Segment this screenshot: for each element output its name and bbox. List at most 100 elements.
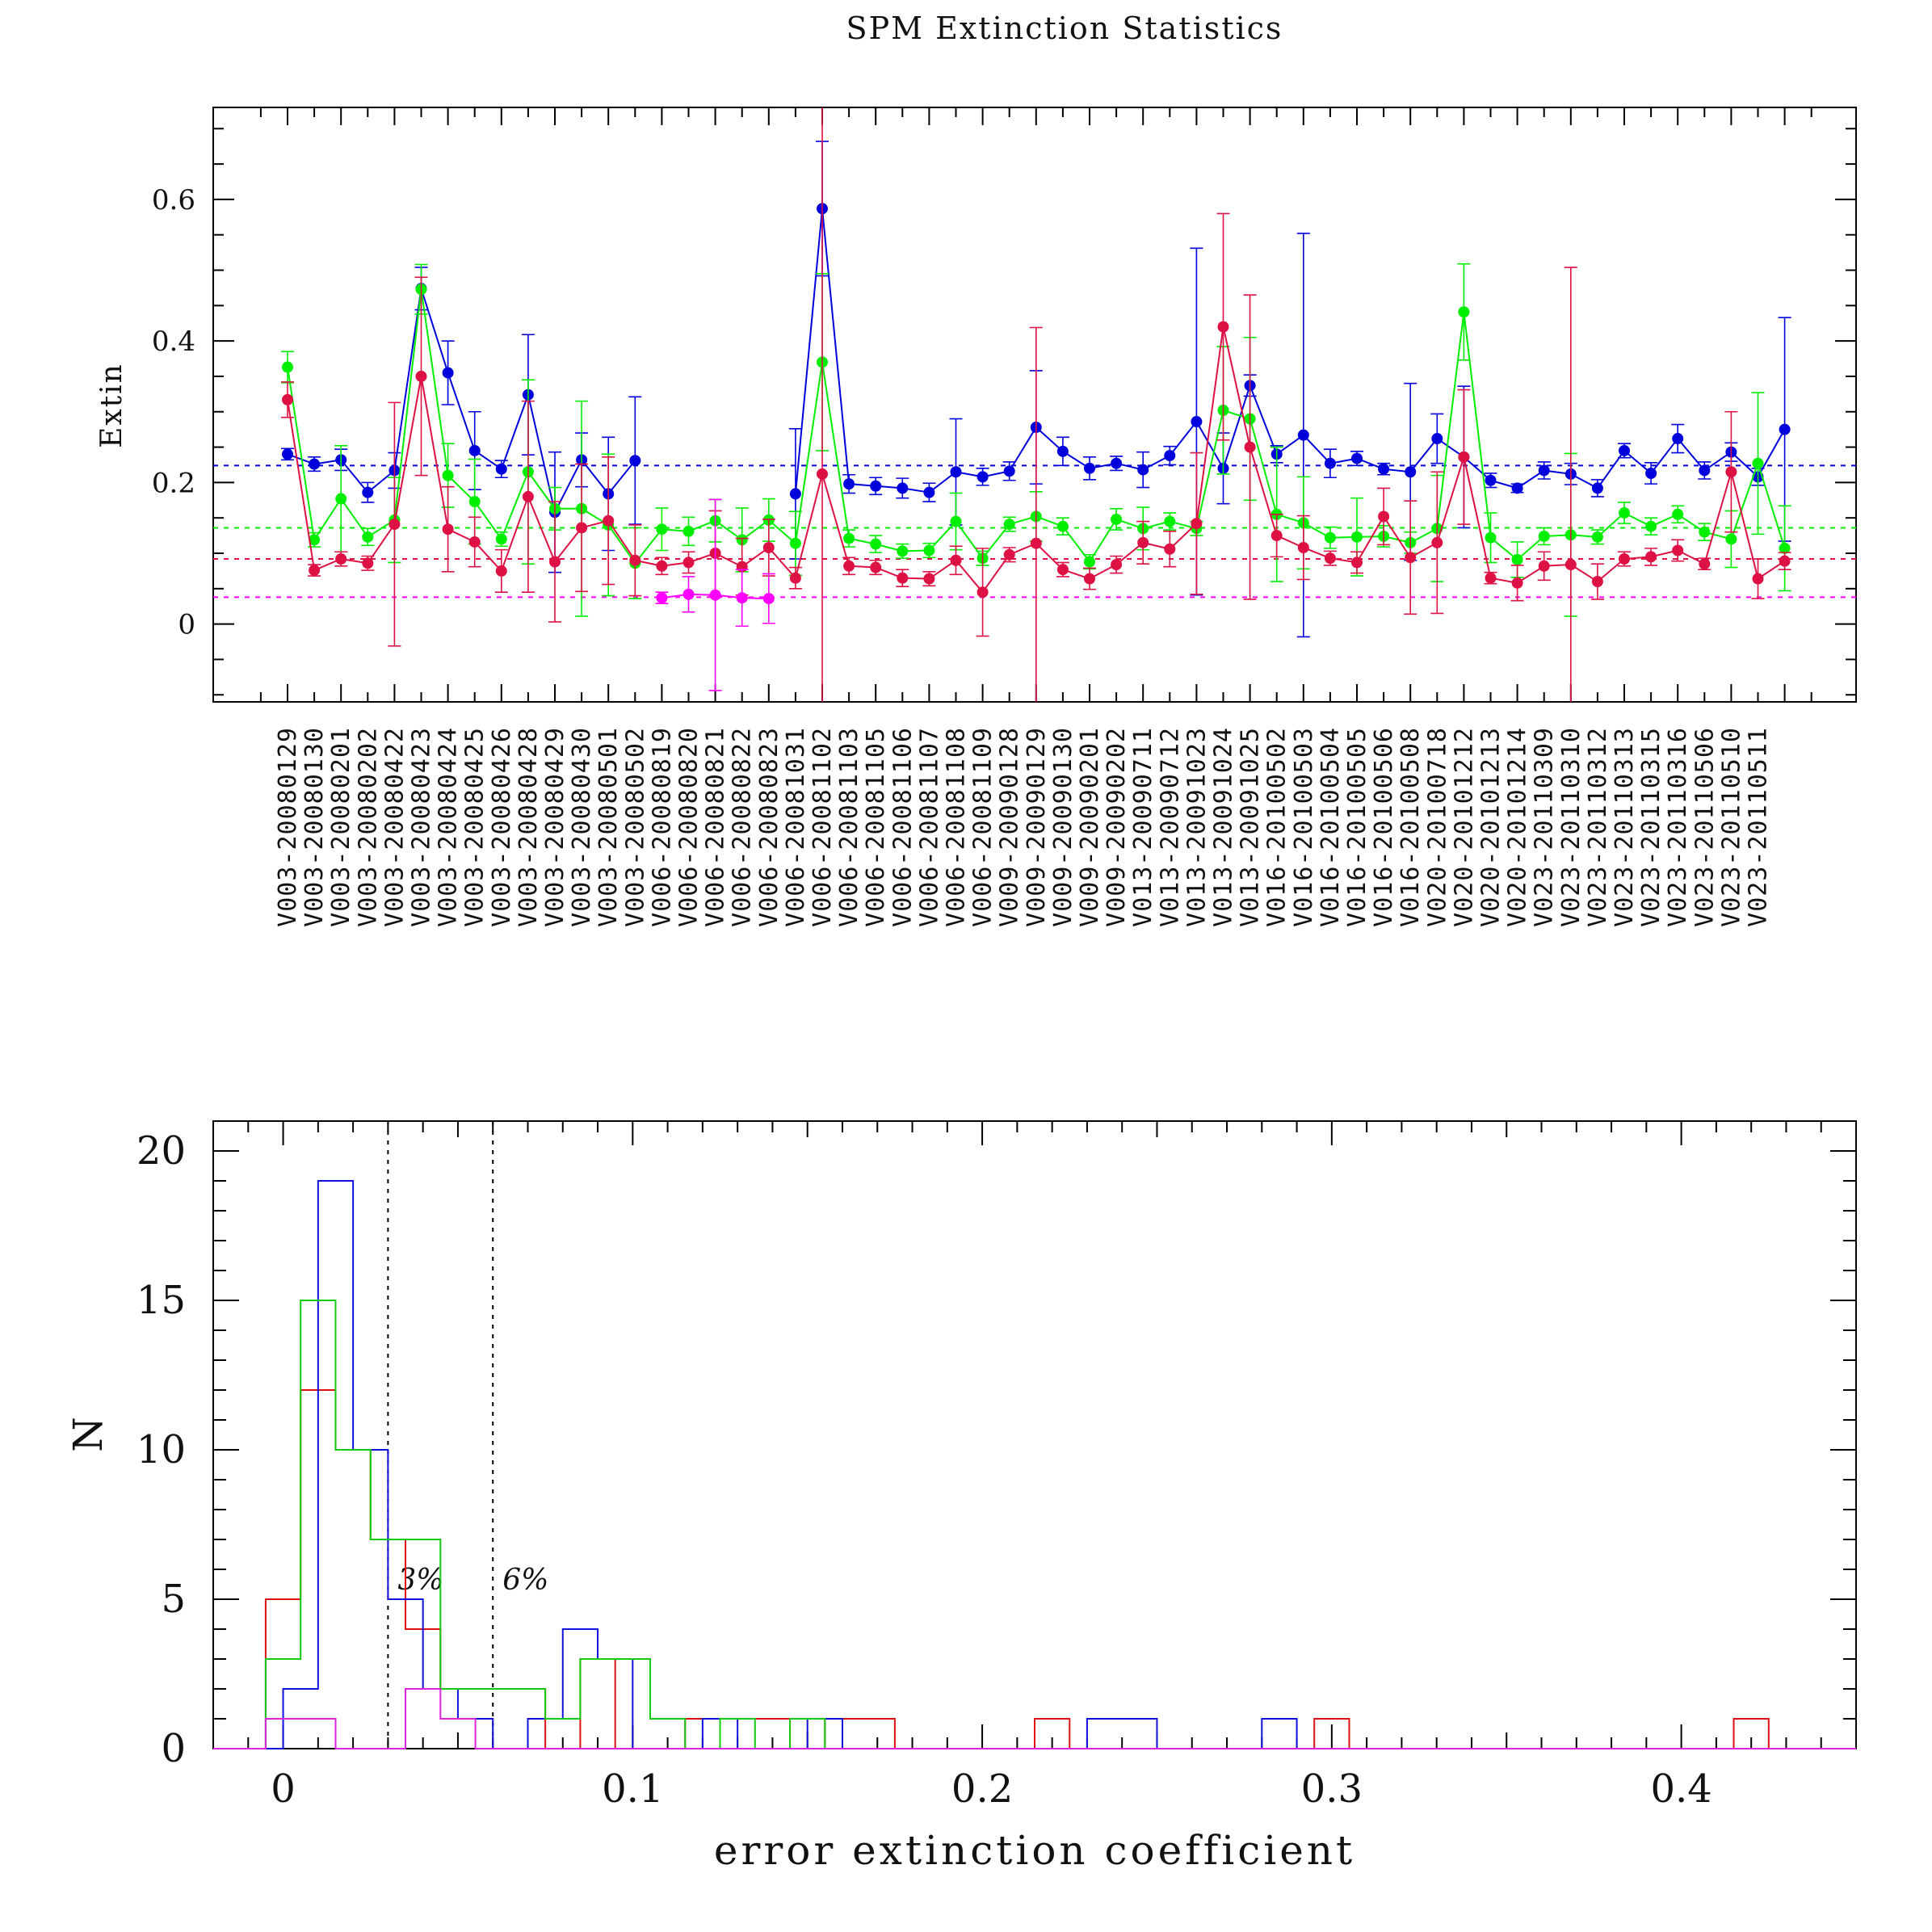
- series-line-segment: [1597, 512, 1625, 538]
- series-line-segment: [607, 524, 636, 564]
- series-line-segment: [1249, 384, 1278, 455]
- night-label: V006-20081031: [782, 727, 810, 927]
- error-histogram-panel: 0 0.1 0.2 0.3 0.4 0 5 10 15 20 3% 6% error extinct…: [65, 1120, 1857, 1874]
- night-label: V020-20101212: [1450, 727, 1478, 927]
- data-point: [762, 541, 775, 553]
- data-point: [1191, 416, 1203, 428]
- series-line-segment: [1195, 421, 1224, 469]
- y-tick-label: 0.2: [152, 467, 195, 499]
- night-label: V006-20081102: [808, 727, 837, 927]
- series-line-segment: [1222, 326, 1251, 447]
- series-line-segment: [1195, 410, 1224, 529]
- night-label: V003-20080429: [541, 727, 569, 927]
- y-tick-label: 10: [136, 1427, 186, 1472]
- series-line-segment: [527, 496, 556, 562]
- series-line-segment: [1035, 426, 1064, 452]
- data-point: [309, 534, 321, 546]
- data-point: [1164, 515, 1176, 527]
- data-point: [1511, 482, 1523, 494]
- series-line-segment: [1463, 456, 1492, 578]
- night-label: V003-20080130: [300, 727, 329, 927]
- data-point: [362, 531, 374, 543]
- histogram-x-axis-label: error extinction coefficient: [714, 1827, 1355, 1874]
- series-line-segment: [500, 394, 529, 470]
- data-point: [1619, 553, 1630, 565]
- night-label: V006-20080821: [702, 727, 730, 927]
- data-point: [709, 589, 721, 601]
- series-line-segment: [794, 362, 823, 544]
- data-point: [1538, 530, 1550, 542]
- series-line-segment: [554, 459, 582, 513]
- data-point: [1137, 536, 1149, 548]
- series-line-segment: [581, 459, 609, 495]
- series-line-segment: [1222, 385, 1251, 469]
- histogram-plot-frame: [212, 1120, 1857, 1749]
- data-point: [549, 556, 561, 568]
- data-point: [1538, 464, 1550, 477]
- series-line-segment: [287, 367, 316, 540]
- data-point: [656, 592, 668, 604]
- series-line-segment: [500, 496, 529, 572]
- data-point: [1217, 321, 1229, 333]
- data-point: [682, 588, 695, 600]
- data-point: [576, 522, 588, 534]
- night-labels: V003-20080129V003-20080130V003-20080201V…: [274, 727, 1773, 927]
- night-label: V009-20090130: [1049, 727, 1077, 927]
- night-label: V003-20080423: [408, 727, 436, 927]
- data-point: [656, 560, 668, 572]
- chart-title: SPM Extinction Statistics: [846, 10, 1283, 46]
- series-line-segment: [768, 547, 796, 579]
- data-point: [789, 488, 801, 500]
- series-line-segment: [340, 459, 369, 494]
- series-line-segment: [473, 541, 502, 572]
- series-line-segment: [1356, 515, 1384, 563]
- data-point: [870, 561, 882, 573]
- series-line-segment: [1436, 312, 1465, 529]
- data-point: [923, 573, 935, 585]
- data-point: [1672, 433, 1684, 445]
- data-point: [1378, 510, 1390, 523]
- night-label: V006-20081107: [915, 727, 943, 927]
- data-point: [1084, 462, 1095, 474]
- data-point: [950, 515, 962, 527]
- series-line-segment: [981, 523, 1010, 559]
- data-point: [388, 519, 401, 531]
- data-point: [1752, 573, 1764, 585]
- series-line-segment: [1409, 438, 1438, 472]
- data-point: [629, 554, 641, 566]
- data-point: [282, 393, 293, 405]
- data-point: [1405, 466, 1417, 478]
- data-point: [897, 572, 909, 584]
- y-tick-label: 20: [136, 1128, 186, 1174]
- data-point: [897, 545, 909, 557]
- series-line-segment: [1303, 434, 1331, 464]
- night-label: V006-20081103: [835, 727, 863, 927]
- data-point: [976, 471, 989, 483]
- data-point: [1725, 466, 1737, 478]
- series-line-segment: [607, 520, 636, 561]
- data-point: [282, 448, 293, 460]
- night-label: V006-20081106: [888, 727, 917, 927]
- y-tick-label: 0: [161, 1726, 186, 1771]
- series-line-segment: [794, 473, 823, 578]
- series-line-segment: [447, 474, 476, 502]
- data-point: [1699, 558, 1711, 570]
- data-point: [1111, 457, 1123, 469]
- series-line-segment: [1115, 542, 1144, 565]
- series-line-segment: [1757, 429, 1786, 477]
- x-tick-label: 0.2: [951, 1766, 1013, 1812]
- data-point: [1297, 429, 1309, 441]
- night-label: V009-20090201: [1076, 727, 1104, 927]
- data-point: [843, 560, 855, 572]
- data-point: [1725, 533, 1737, 545]
- series-line-segment: [981, 554, 1010, 593]
- data-point: [495, 565, 507, 577]
- data-point: [1084, 573, 1095, 585]
- data-point: [495, 533, 507, 545]
- histogram-reference-lines: 3% 6%: [387, 1121, 548, 1749]
- night-label: V003-20080502: [621, 727, 649, 927]
- data-point: [923, 544, 935, 556]
- data-point: [1405, 552, 1417, 564]
- data-point: [1003, 548, 1015, 561]
- night-label: V006-20080820: [675, 727, 704, 927]
